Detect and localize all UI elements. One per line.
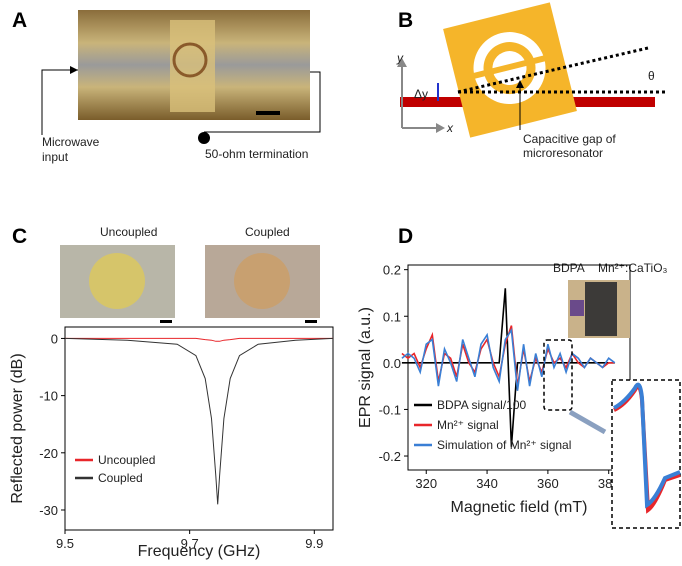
y-tick-label: -30	[39, 503, 58, 518]
legend-label: Uncoupled	[98, 453, 155, 467]
photo-label: Uncoupled	[100, 225, 157, 239]
x-tick-label: 360	[537, 476, 559, 491]
input-line	[42, 70, 78, 135]
angle-label: θ	[648, 69, 655, 83]
x-tick-label: 9.5	[56, 536, 74, 551]
x-axis-label: Frequency (GHz)	[138, 543, 261, 560]
sample-crystal	[585, 282, 617, 336]
y-tick-label: -0.1	[379, 402, 401, 417]
scale-bar	[160, 320, 172, 323]
gap-label: microresonator	[523, 146, 603, 160]
scale-bar	[305, 320, 317, 323]
legend-label: BDPA signal/100	[437, 398, 526, 412]
scale-bar	[256, 111, 280, 115]
legend-label: Coupled	[98, 471, 143, 485]
figure: A Microwave input 50-ohm termination B y…	[0, 0, 682, 566]
y-tick-label: -20	[39, 446, 58, 461]
x-axis-label: Magnetic field (mT)	[451, 499, 588, 516]
panel-label: D	[398, 225, 413, 248]
annotation: BDPA	[553, 261, 585, 275]
panel-label: A	[12, 9, 27, 32]
y-tick-label: 0.0	[383, 356, 401, 371]
input-label: Microwave	[42, 135, 100, 149]
zoom-arrow	[570, 412, 605, 432]
uncoupled-disk	[89, 253, 145, 309]
panel-label: B	[398, 9, 413, 32]
arrow	[70, 66, 78, 74]
y-tick-label: 0.1	[383, 309, 401, 324]
y-axis-label: Reflected power (dB)	[9, 353, 26, 503]
coupled-disk	[234, 253, 290, 309]
y-tick-label: 0.2	[383, 263, 401, 278]
delta-label: Δy	[414, 87, 428, 101]
termination-label: 50-ohm termination	[205, 147, 308, 161]
y-tick-label: -10	[39, 389, 58, 404]
photo-label: Coupled	[245, 225, 290, 239]
y-axis-label: EPR signal (a.u.)	[357, 307, 374, 428]
bdpa-spot	[570, 300, 584, 316]
gap-label: Capacitive gap of	[523, 132, 616, 146]
panel-label: C	[12, 225, 27, 248]
legend-label: Mn²⁺ signal	[437, 418, 499, 432]
axis-name: y	[396, 51, 404, 65]
annotation: Mn²⁺:CaTiO₃	[598, 261, 668, 275]
x-tick-label: 9.9	[305, 536, 323, 551]
arrow	[436, 123, 445, 133]
x-tick-label: 320	[415, 476, 437, 491]
input-label: input	[42, 150, 69, 164]
y-tick-label: -0.2	[379, 449, 401, 464]
termination-dot	[198, 132, 210, 144]
plot-frame	[65, 327, 333, 530]
legend-label: Simulation of Mn²⁺ signal	[437, 438, 571, 452]
x-tick-label: 340	[476, 476, 498, 491]
axis-name: x	[446, 121, 454, 135]
y-tick-label: 0	[51, 331, 58, 346]
resonator-square	[443, 2, 577, 137]
